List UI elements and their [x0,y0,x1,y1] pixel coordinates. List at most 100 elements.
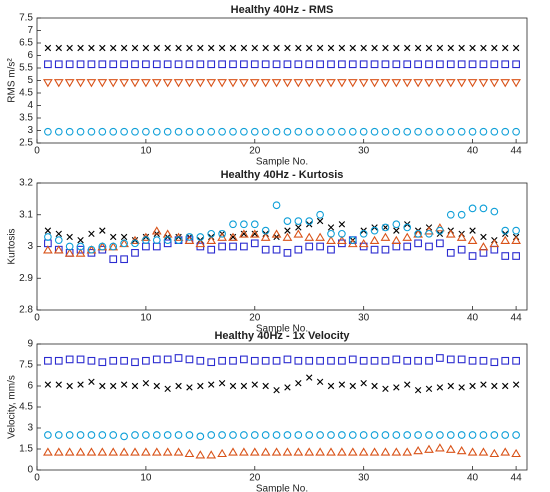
x-marker [66,382,73,390]
circle-marker [479,127,488,136]
triangle-marker [369,79,380,88]
circle-marker [229,220,237,229]
x-marker [55,381,62,388]
square-marker [109,60,118,69]
circle-marker [446,431,455,439]
triangle-marker [53,245,64,254]
square-marker [359,356,368,365]
x-tick-label: 0 [34,473,40,484]
x-marker [284,227,291,234]
square-marker [512,356,520,365]
triangle-marker [260,232,271,241]
x-marker [338,381,346,388]
x-marker [262,382,269,390]
circle-marker [381,431,390,439]
square-marker [185,60,194,69]
x-marker [88,378,95,385]
triangle-marker [53,79,64,88]
square-marker [142,60,150,69]
circle-marker [501,127,510,136]
triangle-marker [206,450,217,459]
circle-marker [152,127,161,136]
y-axis-label: RMS m/s² [7,58,18,103]
plot-area [36,182,528,311]
square-marker [414,60,422,69]
circle-marker [261,226,270,235]
y-tick-label: 1.5 [19,444,33,455]
x-marker [110,233,117,241]
triangle-marker [358,238,369,248]
square-marker [218,60,226,69]
triangle-marker [337,447,347,456]
circle-marker [250,127,259,136]
circle-marker [174,127,183,136]
x-marker [512,44,520,52]
circle-marker [261,431,270,439]
circle-marker [218,431,226,439]
square-marker [261,356,270,365]
circle-marker [44,431,52,439]
x-marker [295,224,302,231]
x-marker [295,44,302,52]
circle-marker [327,127,335,136]
triangle-marker [239,79,249,88]
circle-marker [272,201,281,210]
x-marker [404,44,411,52]
square-marker [229,60,237,69]
x-marker [349,382,356,390]
triangle-marker [369,235,380,244]
triangle-marker [337,79,347,88]
circle-marker [348,236,357,244]
x-marker [120,44,128,52]
circle-marker [479,204,488,213]
triangle-marker [53,447,64,456]
circle-marker [294,217,303,225]
triangle-marker [500,235,511,244]
square-marker [44,60,52,69]
circle-marker [305,217,314,225]
triangle-marker [456,446,467,455]
triangle-marker [445,79,456,88]
triangle-marker [141,79,151,88]
circle-marker [240,431,248,439]
square-marker [403,60,412,69]
triangle-marker [413,446,423,455]
circle-marker [120,239,128,248]
x-marker [77,44,84,52]
y-axis-label: Velocity, mm/s [7,375,18,439]
triangle-marker [151,226,162,235]
circle-marker [120,127,128,136]
triangle-marker [184,448,195,458]
x-marker [316,217,324,225]
x-marker [175,44,182,52]
x-marker [393,384,400,391]
square-marker [512,60,520,69]
triangle-marker [162,447,173,456]
triangle-marker [86,447,97,456]
x-marker [153,382,160,390]
triangle-marker [500,447,511,456]
x-marker [55,44,62,52]
circle-marker [338,127,346,136]
circle-marker [446,127,455,136]
square-marker [338,60,346,69]
square-marker [479,60,488,69]
chart-title: Healthy 40Hz - 1x Velocity [214,330,350,342]
x-marker [414,387,422,394]
triangle-marker [228,447,238,456]
square-marker [65,355,74,364]
square-marker [327,245,335,254]
square-marker [142,356,150,365]
circle-marker [457,210,466,219]
circle-marker [305,431,314,439]
square-marker [109,255,118,264]
x-marker [458,384,465,391]
x-tick-label: 30 [358,313,370,324]
x-tick-label: 44 [511,146,523,157]
x-marker [208,44,215,52]
square-marker [436,239,444,248]
square-marker [490,358,499,367]
square-marker [468,252,477,260]
circle-marker [327,431,335,439]
triangle-marker [489,79,500,88]
